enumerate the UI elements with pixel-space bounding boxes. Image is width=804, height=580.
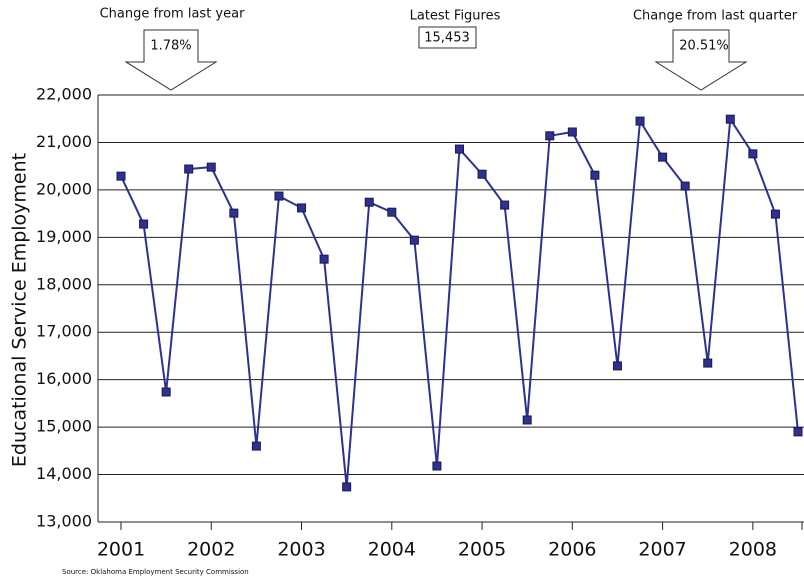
marker — [161, 387, 171, 397]
x-tick-label: 2008 — [729, 539, 777, 561]
marker — [274, 191, 284, 201]
x-tick-label: 2001 — [97, 539, 145, 561]
annotation-value: 1.78% — [150, 39, 191, 54]
marker — [251, 441, 261, 451]
marker — [635, 116, 645, 126]
line — [120, 116, 799, 487]
marker — [545, 131, 555, 141]
y-tick-label: 22,000 — [36, 85, 92, 104]
marker — [590, 170, 600, 180]
marker — [139, 219, 149, 229]
x-tick-label: 2002 — [187, 539, 235, 561]
annotation-value: 20.51% — [679, 39, 729, 54]
marker — [206, 162, 216, 172]
arrow — [124, 29, 218, 91]
marker — [455, 144, 464, 154]
marker — [297, 203, 307, 213]
source: Source: Oklahoma Employment Security Com… — [62, 568, 249, 576]
marker — [500, 200, 510, 210]
marker — [432, 461, 442, 471]
marker — [409, 235, 419, 245]
annotation-title: Change from last year — [100, 7, 246, 22]
annotation-value: 15,453 — [424, 31, 470, 46]
x-tick-label: 2005 — [458, 539, 506, 561]
marker — [319, 254, 329, 264]
marker — [658, 152, 668, 162]
y-tick-label: 18,000 — [36, 274, 92, 293]
marker — [116, 171, 126, 181]
marker — [387, 207, 397, 217]
marker — [342, 482, 352, 492]
marker — [612, 361, 622, 371]
annotation-title: Latest Figures — [410, 9, 501, 24]
marker — [793, 427, 803, 437]
marker — [748, 149, 758, 159]
marker — [680, 181, 690, 191]
marker — [770, 209, 780, 219]
marker — [522, 415, 532, 425]
x-tick-label: 2007 — [638, 539, 686, 561]
x-tick-label: 2004 — [368, 539, 416, 561]
y-tick-label: 21,000 — [36, 132, 92, 151]
arrow — [654, 29, 748, 91]
box — [418, 26, 477, 49]
x-tick-label: 2003 — [277, 539, 325, 561]
marker — [229, 208, 239, 218]
y-tick-label: 17,000 — [36, 322, 92, 341]
y-tick-label: 19,000 — [36, 227, 92, 246]
y-tick-label: 16,000 — [36, 369, 92, 388]
marker — [184, 164, 194, 174]
y-tick-label: 15,000 — [36, 417, 92, 436]
marker — [364, 197, 374, 207]
y-tick-label: 14,000 — [36, 464, 92, 483]
y-axis-label: Educational Service Employment — [9, 153, 31, 467]
y-tick-label: 20,000 — [36, 179, 92, 198]
marker — [703, 358, 713, 368]
marker — [725, 114, 735, 124]
marker — [567, 127, 577, 137]
marker — [477, 169, 487, 179]
x-tick-label: 2006 — [548, 539, 596, 561]
annotation-title: Change from last quarter — [633, 9, 798, 24]
y-tick-label: 13,000 — [36, 512, 92, 531]
